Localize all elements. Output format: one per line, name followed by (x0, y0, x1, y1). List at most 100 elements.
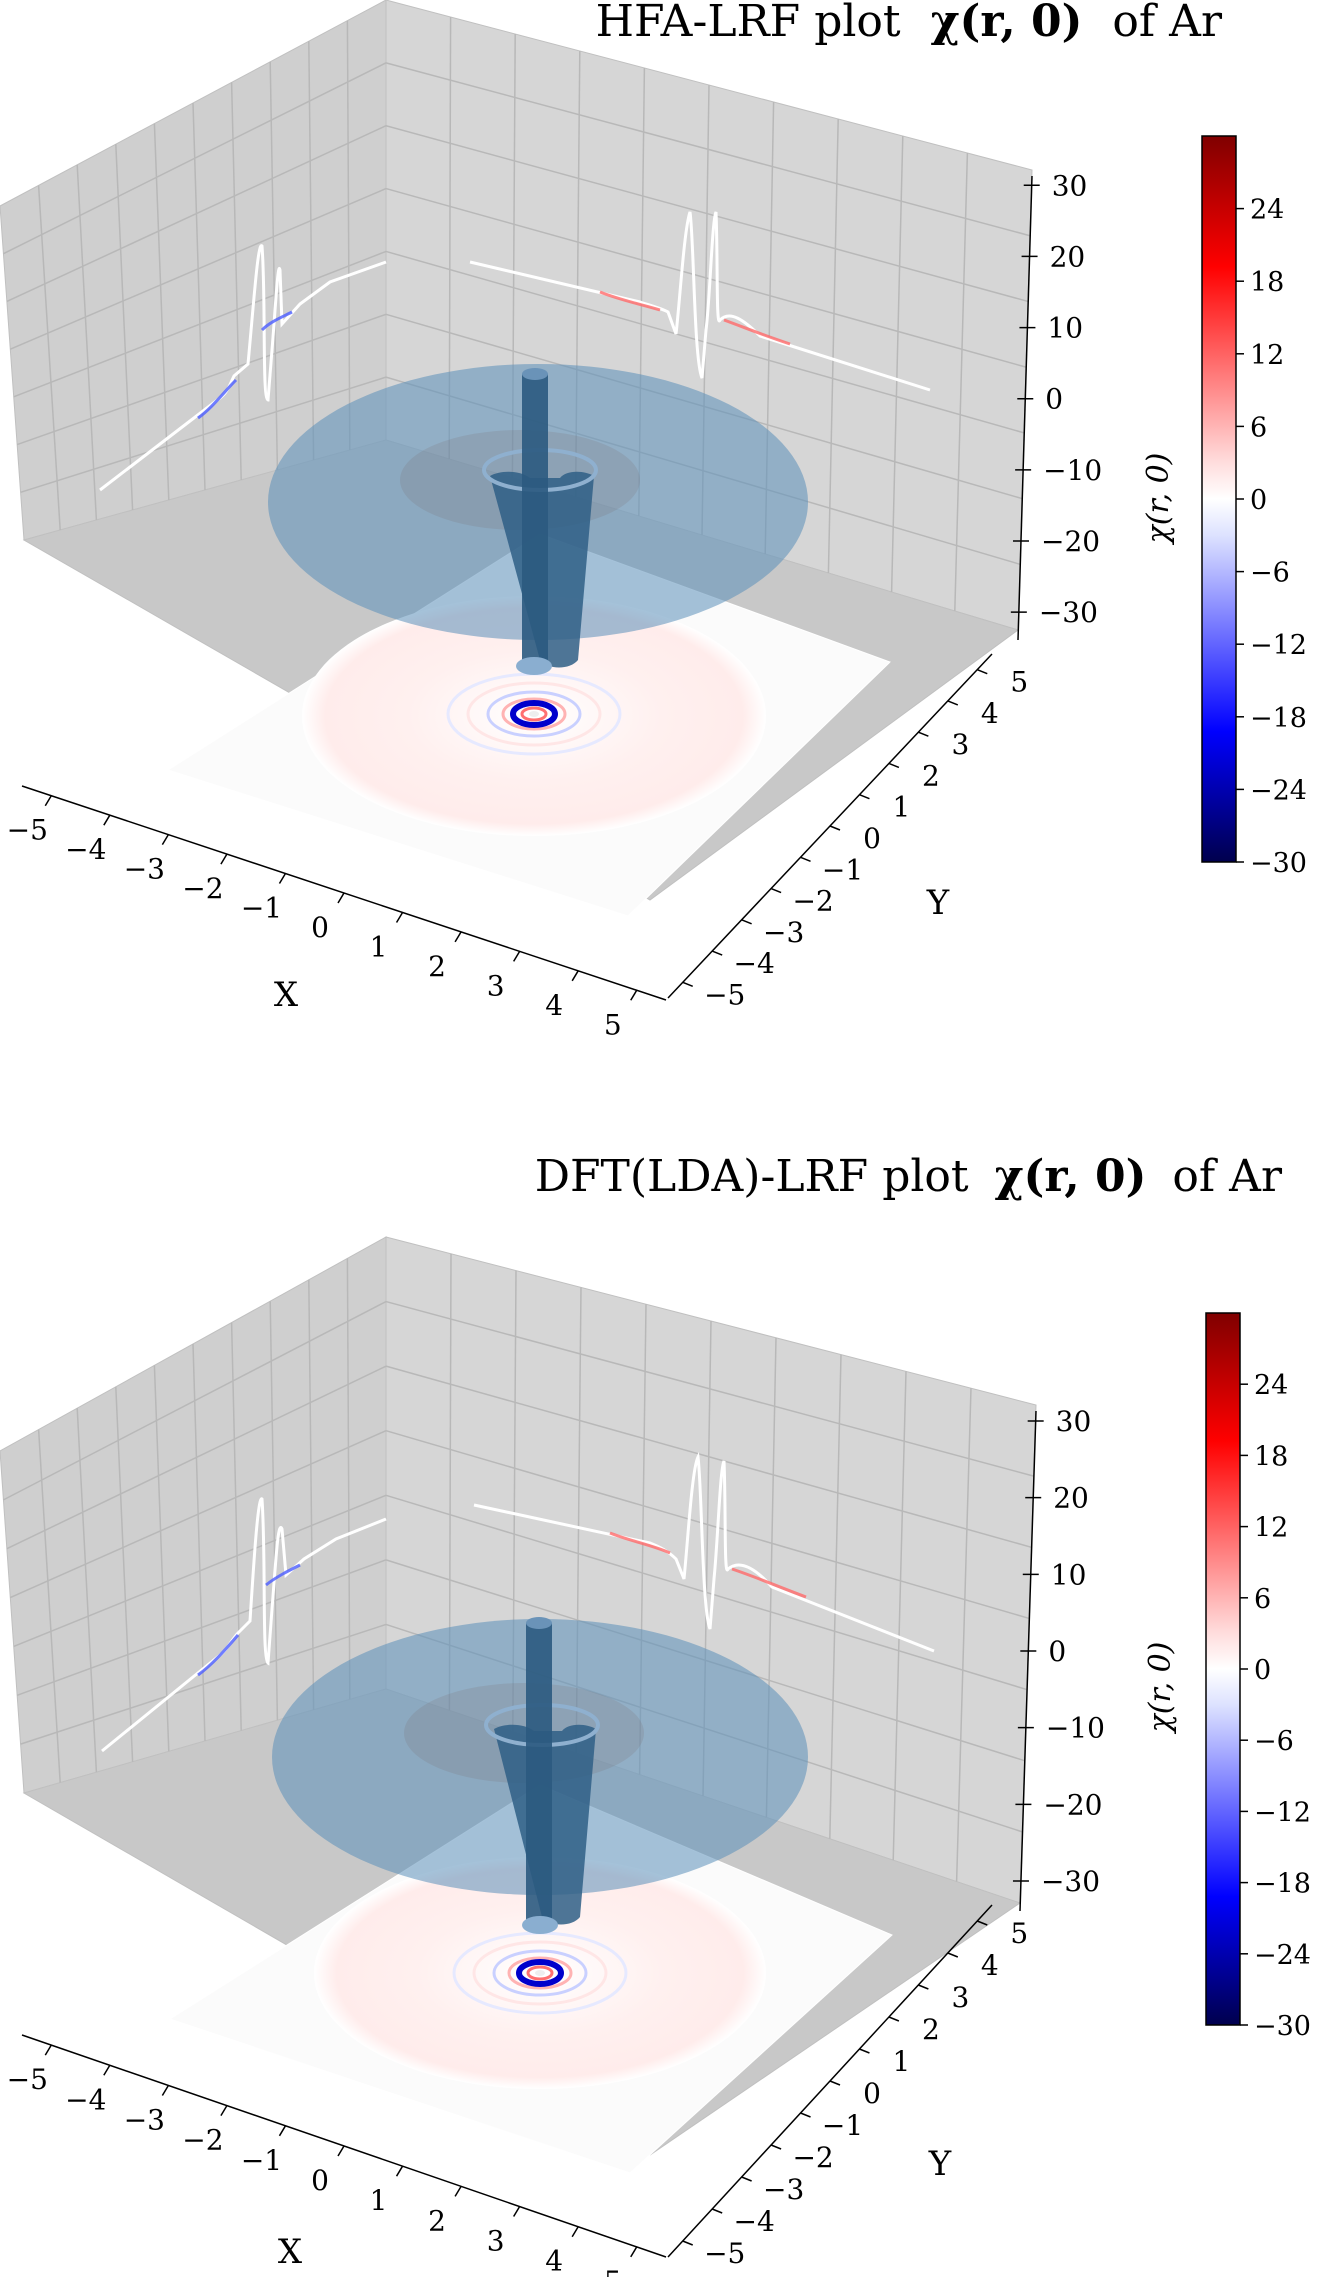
x-tick-label: −4 (65, 833, 106, 866)
y-tick-label: −3 (763, 2173, 804, 2206)
x-tick-mark (395, 2165, 404, 2177)
x-tick-mark (278, 2125, 287, 2137)
grid-line (115, 1386, 134, 1762)
y-tick-mark (829, 825, 841, 831)
grid-line (385, 124, 1029, 303)
x-tick-mark (161, 834, 170, 846)
z-tick-label: 30 (1052, 169, 1088, 202)
grid-line (892, 1371, 907, 1861)
colorbar-tick-label: 24 (1250, 195, 1284, 226)
colorbar-tick-label: −12 (1250, 630, 1307, 661)
x-tick-mark (44, 795, 52, 807)
x-tick-mark (103, 2064, 111, 2076)
z-tick-label: 30 (1056, 1405, 1092, 1438)
grid-line (6, 1365, 387, 1550)
floor-contour (168, 1784, 893, 2174)
chart-title: HFA-LRF plot χ(r, 0) of Ar (596, 0, 1223, 47)
chart-hfa: HFA-LRF plot χ(r, 0) of Ar (0, 0, 1307, 1041)
x-tick-label: 2 (428, 950, 446, 983)
y-tick-mark (741, 919, 752, 925)
z-axis: 30 20 10 0 −10 −20 −30 (1010, 169, 1102, 641)
x-tick-label: −5 (7, 2063, 48, 2096)
y-tick-mark (947, 700, 959, 706)
x-tick-label: 3 (487, 969, 505, 1002)
y-tick-label: −5 (704, 2237, 745, 2270)
y-tick-mark (918, 1984, 929, 1990)
grid-line (76, 164, 98, 521)
x-tick-label: 3 (487, 2225, 505, 2258)
z-tick-label: −20 (1041, 525, 1100, 558)
x-tick-label: −1 (241, 892, 282, 925)
y-tick-label: 2 (922, 759, 940, 792)
grid-line (385, 62, 1031, 237)
x-tick-label: −3 (124, 2103, 165, 2136)
y-tick-label: −2 (792, 2141, 833, 2174)
x-tick-mark (337, 892, 345, 904)
y-tick-label: −1 (822, 853, 863, 886)
z-tick-label: −30 (1039, 596, 1098, 629)
y-tick-mark (859, 2048, 870, 2054)
colorbar-tick-label: −24 (1254, 1940, 1311, 1971)
chi-surface (268, 364, 808, 675)
x-axis: −5 −4 −3 −2 −1 0 1 2 3 4 5 X (7, 785, 667, 1041)
y-tick-label: 3 (951, 1981, 969, 2014)
colorbar-tick-label: 18 (1250, 267, 1284, 298)
y-axis-label: Y (926, 883, 950, 923)
y-tick-mark (947, 1952, 959, 1958)
y-tick-mark (829, 2080, 841, 2086)
y-tick-label: 0 (863, 822, 881, 855)
x-tick-label: −3 (124, 853, 165, 886)
x-tick-mark (278, 873, 287, 884)
chi-surface (272, 1617, 808, 1934)
z-tick-label: 0 (1048, 1635, 1066, 1668)
grid-line (13, 250, 387, 398)
y-tick-label: 2 (922, 2013, 940, 2046)
grid-line (192, 102, 206, 491)
grid-line (827, 118, 839, 574)
x-tick-label: 1 (370, 2184, 388, 2217)
x-axis-label: X (278, 2232, 303, 2272)
z-tick-label: 10 (1047, 312, 1083, 345)
x-tick-label: 5 (604, 1008, 622, 1041)
y-tick-label: 0 (863, 2077, 881, 2110)
y-tick-mark (711, 950, 723, 956)
chart-title: DFT(LDA)-LRF plot χ(r, 0) of Ar (535, 1151, 1283, 1202)
grid-line (954, 152, 969, 612)
x-tick-mark (630, 989, 638, 1001)
colorbar-tick-label: 6 (1250, 412, 1267, 443)
x-tick-mark (454, 931, 462, 943)
colorbar-tick-label: 12 (1250, 340, 1284, 371)
grid-line (76, 1408, 98, 1773)
y-tick-label: −2 (792, 885, 833, 918)
colorbar: 24 18 12 6 0 −6 −12 −18 −24 −30 χ(r, 0) (1141, 135, 1307, 879)
y-tick-label: 4 (981, 1949, 999, 1982)
colorbar-tick-label: −30 (1254, 2011, 1311, 2042)
x-tick-mark (454, 2185, 462, 2197)
y-tick-mark (682, 2240, 694, 2246)
grid-line (308, 1279, 315, 1710)
grid-line (13, 1494, 387, 1648)
colorbar-tick-label: −24 (1250, 775, 1307, 806)
grid-line (385, 1300, 1034, 1477)
grid-line (955, 1388, 972, 1882)
y-tick-mark (859, 794, 870, 800)
x-axis: −5 −4 −3 −2 −1 0 1 2 3 4 5 X (7, 2034, 667, 2281)
grid-line (308, 41, 315, 461)
z-tick-label: 0 (1045, 383, 1063, 416)
y-tick-mark (888, 762, 900, 769)
x-tick-label: 4 (545, 2245, 563, 2277)
y-tick-label: −3 (763, 916, 804, 949)
x-tick-label: 2 (428, 2204, 446, 2237)
y-tick-mark (800, 2112, 811, 2118)
x-tick-mark (512, 2206, 521, 2217)
y-tick-label: 1 (893, 2045, 911, 2078)
x-tick-label: 1 (370, 930, 388, 963)
grid-line (153, 1365, 170, 1752)
x-tick-mark (161, 2085, 170, 2096)
grid-line (385, 1494, 1028, 1691)
y-tick-label: −1 (822, 2109, 863, 2142)
x-tick-label: −2 (182, 2124, 223, 2157)
z-tick-label: −20 (1043, 1788, 1102, 1821)
